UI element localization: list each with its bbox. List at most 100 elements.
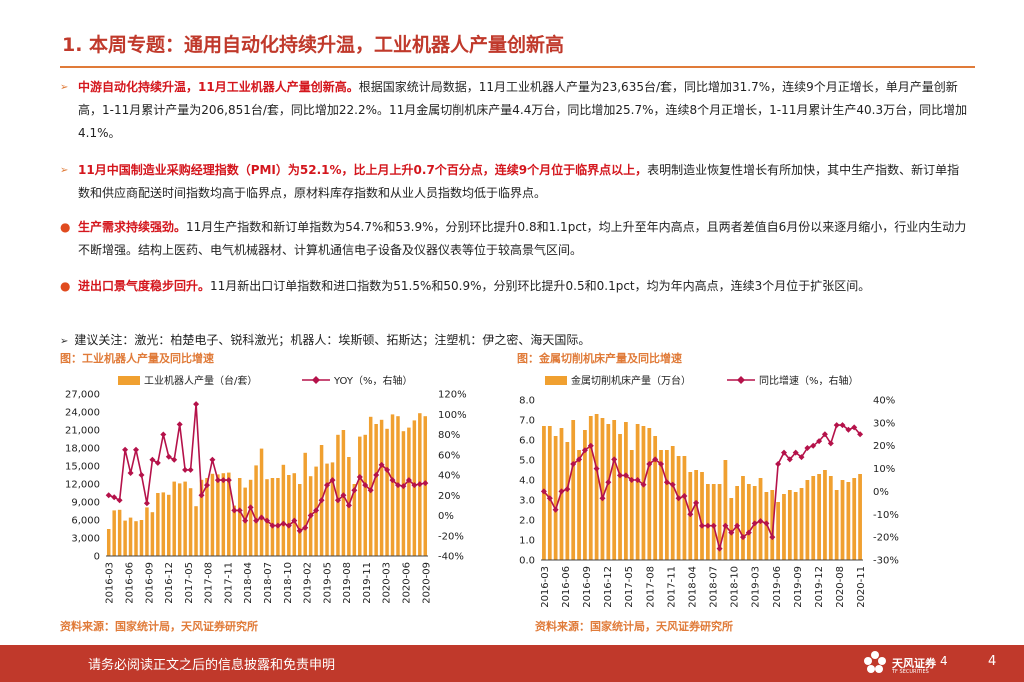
yoy-point — [176, 421, 183, 428]
yoy-point — [324, 482, 330, 489]
x-axis-tick: 2016-06 — [561, 566, 572, 608]
left-axis-tick: 0.0 — [519, 556, 535, 567]
right-axis-tick: -20% — [873, 533, 899, 544]
flower-logo-icon — [864, 651, 886, 673]
yoy-point — [416, 481, 423, 488]
right-axis-tick: 10% — [873, 464, 895, 475]
yoy-point — [546, 495, 553, 502]
yoy-point — [751, 520, 758, 527]
yoy-point — [669, 481, 676, 488]
yoy-point — [334, 497, 341, 504]
yoy-point — [617, 472, 623, 479]
legend-bar-label: 金属切削机床产量（万台） — [571, 374, 691, 387]
bar — [653, 436, 658, 560]
right-axis-tick: 30% — [873, 418, 895, 429]
recommendation-text: 建议关注：激光：柏楚电子、锐科激光；机器人：埃斯顿、拓斯达；注塑机：伊之密、海天… — [74, 333, 591, 347]
yoy-point — [681, 493, 688, 499]
bar — [729, 498, 734, 560]
yoy-point — [351, 487, 358, 494]
bar — [770, 490, 775, 560]
right-axis-tick: 40% — [873, 396, 895, 407]
x-axis-tick: 2017-11 — [223, 562, 234, 604]
bar — [205, 478, 209, 556]
yoy-point — [658, 461, 664, 467]
bar — [325, 463, 329, 556]
bar — [629, 450, 634, 560]
yoy-point — [204, 482, 210, 489]
yoy-point — [225, 477, 232, 484]
bar — [834, 490, 839, 560]
bar — [117, 509, 122, 556]
right-axis-tick: -30% — [873, 556, 899, 567]
legend-line-label: 同比增速（%，右轴） — [759, 374, 859, 387]
bar — [787, 490, 792, 560]
left-axis-tick: 6,000 — [71, 516, 100, 527]
bar — [723, 460, 728, 560]
yoy-point — [214, 477, 221, 484]
left-axis-tick: 1.0 — [519, 536, 535, 547]
brand-name-en: TF SECURITIES — [892, 669, 929, 675]
bar — [292, 473, 297, 556]
yoy-point — [378, 461, 385, 468]
yoy-point — [769, 534, 776, 541]
left-axis-tick: 12,000 — [65, 480, 100, 491]
bar — [123, 520, 127, 556]
x-axis-tick: 2018-10 — [283, 562, 294, 604]
yoy-point — [187, 466, 194, 473]
left-axis-tick: 5.0 — [519, 456, 535, 467]
yoy-point — [757, 518, 764, 525]
left-axis-tick: 3,000 — [71, 534, 100, 545]
yoy-point — [269, 522, 276, 529]
yoy-point — [816, 438, 823, 445]
x-axis-tick: 2019-11 — [362, 562, 373, 604]
yoy-point — [160, 431, 167, 438]
x-axis-tick: 2017-05 — [624, 566, 635, 608]
x-axis-tick: 2017-08 — [204, 562, 215, 604]
yoy-point — [810, 442, 817, 449]
bar — [390, 414, 395, 556]
yoy-point — [611, 456, 618, 463]
bar — [858, 474, 862, 560]
left-axis-tick: 9,000 — [71, 498, 100, 509]
yoy-point — [833, 422, 840, 429]
bar — [227, 472, 231, 556]
bar — [232, 505, 236, 556]
brand-name: 天风证券 — [892, 657, 936, 670]
bar — [216, 474, 220, 556]
bar — [612, 420, 617, 560]
bullet-text: 根据国家统计局数据，11月工业机器人产量为23,635台/套，同比增加31.7%… — [78, 80, 968, 140]
legend-bar-swatch — [545, 376, 567, 385]
bar — [705, 484, 710, 560]
legend-line-marker — [312, 376, 320, 384]
right-axis-tick: 60% — [438, 450, 460, 461]
left-axis-tick: 8.0 — [519, 396, 535, 407]
bar — [811, 476, 816, 560]
yoy-point — [329, 477, 336, 484]
right-axis-tick: 20% — [873, 441, 895, 452]
bar — [188, 488, 193, 556]
yoy-point — [622, 472, 629, 479]
x-axis-tick: 2018-07 — [709, 566, 720, 608]
bar — [423, 416, 428, 556]
legend-bar-swatch — [118, 376, 140, 385]
right-axis-tick: 120% — [438, 390, 467, 401]
x-axis-tick: 2016-09 — [144, 562, 155, 604]
yoy-point — [652, 456, 659, 463]
right-axis-tick: -10% — [873, 510, 899, 521]
right-axis-tick: 80% — [438, 430, 460, 441]
bar — [385, 428, 389, 556]
bar — [412, 420, 417, 556]
yoy-point — [587, 442, 594, 449]
machine-tool-chart: 金属切削机床产量（万台） 同比增速（%，右轴） 0.0 1.0 2.0 3.0 4.0 5.0… — [519, 374, 899, 608]
x-axis-tick: 2016-12 — [603, 566, 614, 608]
yoy-point — [722, 522, 729, 529]
bar — [828, 476, 833, 560]
left-axis-tick: 2.0 — [519, 516, 535, 527]
bullet-highlight: 生产需求持续强劲。 — [78, 220, 187, 234]
yoy-point — [558, 488, 565, 495]
bar — [852, 478, 857, 560]
yoy-point — [792, 449, 799, 456]
bar — [571, 420, 576, 560]
bar — [711, 484, 716, 560]
x-axis-tick: 2018-04 — [688, 566, 699, 608]
